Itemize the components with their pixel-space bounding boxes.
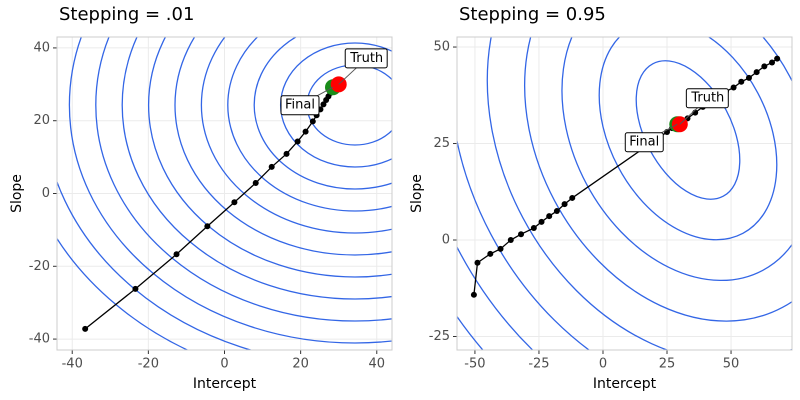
path-point	[294, 138, 301, 145]
path-point	[553, 208, 560, 215]
contour	[68, 37, 392, 344]
y-tick-label: -20	[29, 259, 50, 274]
path-point	[769, 59, 776, 66]
path-point	[231, 199, 238, 206]
y-axis-title: Slope	[9, 174, 25, 213]
path-point	[173, 251, 180, 258]
annotation-box	[624, 132, 664, 153]
y-tick-label: 0	[442, 233, 450, 248]
path-point	[745, 74, 752, 81]
x-tick-label: -20	[138, 357, 159, 372]
contour	[95, 37, 392, 322]
path-point	[774, 55, 781, 62]
path-point	[470, 291, 477, 298]
path-point	[561, 201, 568, 208]
annotation-box	[685, 88, 729, 109]
x-axis-title: Intercept	[593, 376, 657, 392]
y-tick-label: 25	[433, 136, 450, 151]
y-tick-label: 0	[42, 186, 50, 201]
x-tick-label: 20	[292, 357, 309, 372]
x-tick-label: 0	[220, 357, 228, 372]
annotation-box	[280, 95, 320, 116]
path-point	[268, 163, 275, 170]
x-tick-label: -40	[62, 357, 83, 372]
contour	[457, 37, 792, 350]
chart-title: Stepping = .01	[59, 4, 194, 25]
path-point	[497, 245, 504, 252]
contour	[121, 37, 392, 300]
path-point	[546, 213, 553, 220]
plot-background	[457, 37, 792, 350]
path-point	[204, 223, 211, 230]
path-point	[309, 118, 316, 125]
path-point	[730, 84, 737, 91]
path-point	[507, 237, 514, 244]
contour	[200, 37, 392, 234]
x-tick-label: -25	[528, 357, 549, 372]
path-point	[283, 150, 290, 157]
contour	[253, 37, 392, 190]
contour	[524, 37, 792, 322]
contour	[598, 37, 778, 241]
y-tick-label: 40	[33, 40, 50, 55]
y-tick-label: 20	[33, 113, 50, 128]
annotation-label: Truth	[690, 91, 724, 106]
path-point	[320, 101, 327, 108]
x-tick-label: 40	[368, 357, 385, 372]
x-axis-title: Intercept	[193, 376, 257, 392]
path-point	[761, 63, 768, 70]
path-point	[753, 69, 760, 76]
path-point	[132, 285, 139, 292]
path-point	[302, 128, 309, 135]
x-tick-label: 25	[659, 357, 676, 372]
contour	[486, 37, 792, 350]
contour	[561, 37, 792, 282]
path-point	[530, 225, 537, 232]
y-tick-label: -25	[429, 329, 450, 344]
x-tick-label: -50	[464, 357, 485, 372]
chart-title: Stepping = 0.95	[459, 4, 606, 25]
contour	[227, 37, 392, 212]
x-tick-label: 0	[599, 357, 607, 372]
path-point	[252, 179, 259, 186]
y-axis-title: Slope	[409, 174, 425, 213]
path-point	[569, 194, 576, 201]
path-point	[538, 218, 545, 225]
contour	[148, 37, 392, 278]
y-tick-label: -40	[29, 332, 50, 347]
path-point	[474, 259, 481, 266]
annotation-label: Final	[285, 98, 315, 113]
path-point	[487, 250, 494, 257]
path-point	[738, 78, 745, 85]
path-point	[82, 325, 89, 332]
x-tick-label: 50	[723, 357, 740, 372]
contour	[457, 37, 792, 350]
annotation-label: Truth	[349, 51, 383, 66]
contours	[57, 37, 392, 350]
annotation-box	[344, 48, 388, 69]
contour	[174, 37, 392, 256]
y-tick-label: 50	[433, 40, 450, 55]
annotation-label: Final	[629, 135, 659, 150]
path-point	[518, 231, 525, 238]
plot-border	[56, 36, 393, 351]
plot-border	[456, 36, 793, 351]
